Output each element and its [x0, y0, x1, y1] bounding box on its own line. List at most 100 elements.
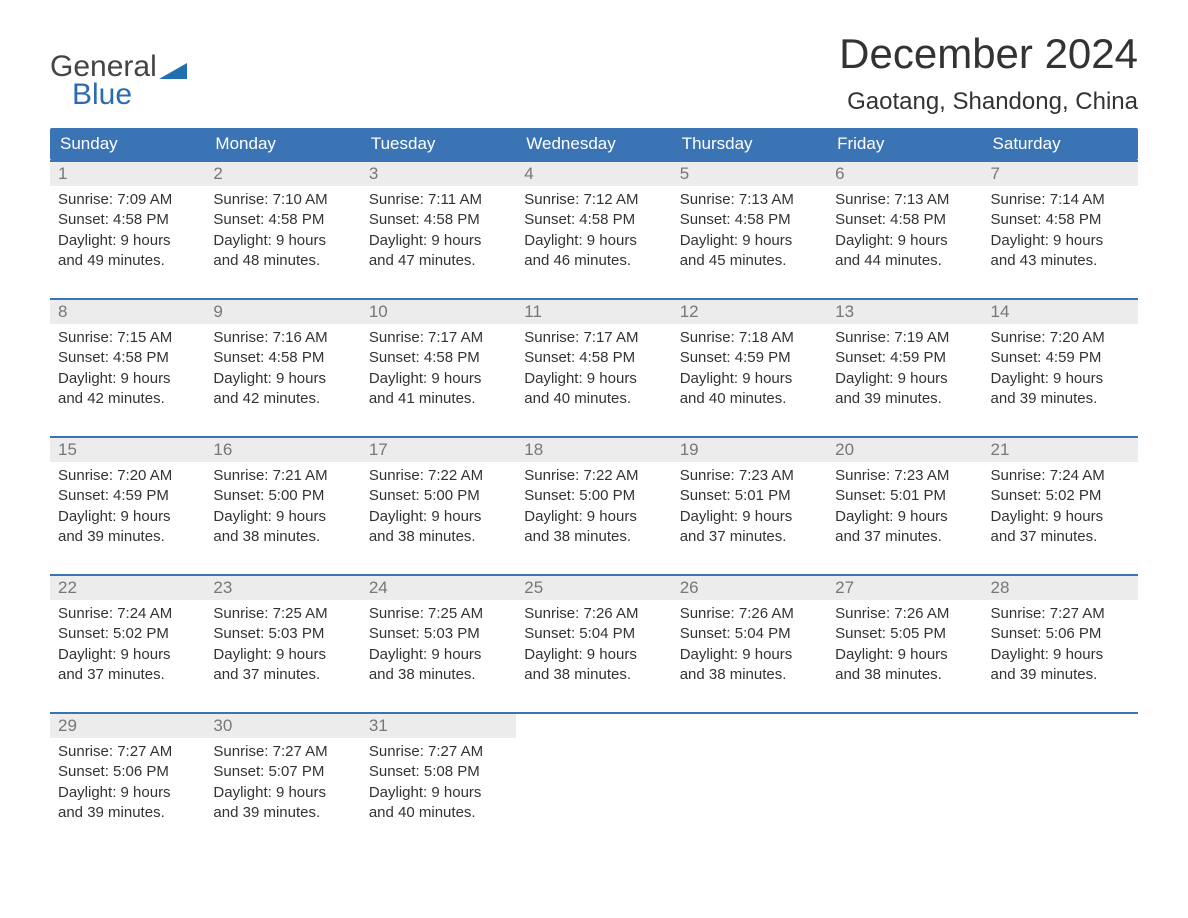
day-number: 28	[983, 576, 1138, 600]
weekday-wednesday: Wednesday	[516, 128, 671, 160]
day-number: 31	[361, 714, 516, 738]
day-number: 25	[516, 576, 671, 600]
logo-text-block: General Blue	[50, 50, 187, 112]
day-number: 7	[983, 162, 1138, 186]
weekday-saturday: Saturday	[983, 128, 1138, 160]
sunset-line: Sunset: 5:01 PM	[680, 486, 819, 506]
sunrise-line: Sunrise: 7:13 AM	[680, 190, 819, 210]
day-number: 16	[205, 438, 360, 462]
sunset-line: Sunset: 4:58 PM	[58, 210, 197, 230]
title-block: December 2024 Gaotang, Shandong, China	[839, 30, 1138, 116]
header: General Blue December 2024 Gaotang, Shan…	[50, 30, 1138, 116]
location: Gaotang, Shandong, China	[839, 88, 1138, 116]
daylight-line: Daylight: 9 hours and 38 minutes.	[835, 645, 974, 686]
day-cell: 28 Sunrise: 7:27 AMSunset: 5:06 PMDayligh…	[983, 576, 1138, 696]
day-cell: 9Sunrise: 7:16 AMSunset: 4:58 PMDaylight…	[205, 300, 360, 420]
weekday-sunday: Sunday	[50, 128, 205, 160]
sunrise-line: Sunrise: 7:27 AM	[213, 742, 352, 762]
daylight-line: Daylight: 9 hours and 39 minutes.	[213, 783, 352, 824]
sunset-line: Sunset: 4:58 PM	[213, 348, 352, 368]
sunset-line: Sunset: 5:06 PM	[991, 624, 1130, 644]
sunset-line: Sunset: 4:58 PM	[369, 210, 508, 230]
day-cell: 15Sunrise: 7:20 AMSunset: 4:59 PMDayligh…	[50, 438, 205, 558]
day-body: Sunrise: 7:20 AMSunset: 4:59 PMDaylight:…	[983, 324, 1138, 417]
day-cell: 13Sunrise: 7:19 AMSunset: 4:59 PMDayligh…	[827, 300, 982, 420]
day-body: Sunrise: 7:27 AMSunset: 5:08 PMDaylight:…	[361, 738, 516, 831]
sunrise-line: Sunrise: 7:23 AM	[835, 466, 974, 486]
day-number: 30	[205, 714, 360, 738]
day-cell: 7Sunrise: 7:14 AMSunset: 4:58 PMDaylight…	[983, 162, 1138, 282]
daylight-line: Daylight: 9 hours and 37 minutes.	[991, 507, 1130, 548]
day-cell: 20Sunrise: 7:23 AMSunset: 5:01 PMDayligh…	[827, 438, 982, 558]
day-number: 10	[361, 300, 516, 324]
day-body: Sunrise: 7:13 AMSunset: 4:58 PMDaylight:…	[672, 186, 827, 279]
day-cell: 11Sunrise: 7:17 AMSunset: 4:58 PMDayligh…	[516, 300, 671, 420]
day-number: 11	[516, 300, 671, 324]
daylight-line: Daylight: 9 hours and 39 minutes.	[835, 369, 974, 410]
sunrise-line: Sunrise: 7:27 AM	[991, 604, 1130, 624]
sunset-line: Sunset: 5:00 PM	[213, 486, 352, 506]
daylight-line: Daylight: 9 hours and 38 minutes.	[213, 507, 352, 548]
day-cell: 25Sunrise: 7:26 AMSunset: 5:04 PMDayligh…	[516, 576, 671, 696]
day-number: 14	[983, 300, 1138, 324]
sunrise-line: Sunrise: 7:15 AM	[58, 328, 197, 348]
daylight-line: Daylight: 9 hours and 42 minutes.	[58, 369, 197, 410]
day-cell: 23Sunrise: 7:25 AMSunset: 5:03 PMDayligh…	[205, 576, 360, 696]
sunrise-line: Sunrise: 7:22 AM	[524, 466, 663, 486]
sunset-line: Sunset: 4:59 PM	[58, 486, 197, 506]
day-body: Sunrise: 7:18 AMSunset: 4:59 PMDaylight:…	[672, 324, 827, 417]
weekday-header-row: SundayMondayTuesdayWednesdayThursdayFrid…	[50, 128, 1138, 160]
sunrise-line: Sunrise: 7:20 AM	[991, 328, 1130, 348]
weeks-container: 1Sunrise: 7:09 AMSunset: 4:58 PMDaylight…	[50, 160, 1138, 834]
day-body: Sunrise: 7:17 AMSunset: 4:58 PMDaylight:…	[516, 324, 671, 417]
daylight-line: Daylight: 9 hours and 44 minutes.	[835, 231, 974, 272]
month-title: December 2024	[839, 30, 1138, 78]
sunrise-line: Sunrise: 7:17 AM	[524, 328, 663, 348]
day-number: 17	[361, 438, 516, 462]
day-body: Sunrise: 7:20 AMSunset: 4:59 PMDaylight:…	[50, 462, 205, 555]
daylight-line: Daylight: 9 hours and 38 minutes.	[369, 507, 508, 548]
day-body: Sunrise: 7:27 AMSunset: 5:06 PMDaylight:…	[50, 738, 205, 831]
sunrise-line: Sunrise: 7:09 AM	[58, 190, 197, 210]
sunrise-line: Sunrise: 7:26 AM	[680, 604, 819, 624]
day-number: 20	[827, 438, 982, 462]
flag-icon	[159, 57, 187, 84]
daylight-line: Daylight: 9 hours and 39 minutes.	[991, 645, 1130, 686]
daylight-line: Daylight: 9 hours and 39 minutes.	[58, 507, 197, 548]
sunset-line: Sunset: 5:02 PM	[991, 486, 1130, 506]
daylight-line: Daylight: 9 hours and 37 minutes.	[58, 645, 197, 686]
day-number: 26	[672, 576, 827, 600]
sunrise-line: Sunrise: 7:25 AM	[369, 604, 508, 624]
day-body: Sunrise: 7:26 AMSunset: 5:05 PMDaylight:…	[827, 600, 982, 693]
day-body: Sunrise: 7:21 AMSunset: 5:00 PMDaylight:…	[205, 462, 360, 555]
sunset-line: Sunset: 5:03 PM	[213, 624, 352, 644]
day-cell: 29Sunrise: 7:27 AMSunset: 5:06 PMDayligh…	[50, 714, 205, 834]
sunset-line: Sunset: 4:58 PM	[369, 348, 508, 368]
sunrise-line: Sunrise: 7:20 AM	[58, 466, 197, 486]
daylight-line: Daylight: 9 hours and 37 minutes.	[835, 507, 974, 548]
day-body: Sunrise: 7:16 AMSunset: 4:58 PMDaylight:…	[205, 324, 360, 417]
daylight-line: Daylight: 9 hours and 45 minutes.	[680, 231, 819, 272]
day-number: 29	[50, 714, 205, 738]
day-number: 24	[361, 576, 516, 600]
sunset-line: Sunset: 4:59 PM	[835, 348, 974, 368]
day-number: 2	[205, 162, 360, 186]
sunrise-line: Sunrise: 7:26 AM	[835, 604, 974, 624]
daylight-line: Daylight: 9 hours and 47 minutes.	[369, 231, 508, 272]
day-body: Sunrise: 7:11 AMSunset: 4:58 PMDaylight:…	[361, 186, 516, 279]
week-row: 22Sunrise: 7:24 AMSunset: 5:02 PMDayligh…	[50, 574, 1138, 696]
day-number: 3	[361, 162, 516, 186]
sunset-line: Sunset: 5:04 PM	[680, 624, 819, 644]
weekday-tuesday: Tuesday	[361, 128, 516, 160]
sunrise-line: Sunrise: 7:16 AM	[213, 328, 352, 348]
sunset-line: Sunset: 4:59 PM	[680, 348, 819, 368]
day-body: Sunrise: 7:25 AMSunset: 5:03 PMDaylight:…	[205, 600, 360, 693]
sunset-line: Sunset: 4:58 PM	[991, 210, 1130, 230]
sunrise-line: Sunrise: 7:18 AM	[680, 328, 819, 348]
calendar: SundayMondayTuesdayWednesdayThursdayFrid…	[50, 128, 1138, 834]
day-body: Sunrise: 7:09 AMSunset: 4:58 PMDaylight:…	[50, 186, 205, 279]
weekday-thursday: Thursday	[672, 128, 827, 160]
day-cell: 8Sunrise: 7:15 AMSunset: 4:58 PMDaylight…	[50, 300, 205, 420]
day-cell: 31Sunrise: 7:27 AMSunset: 5:08 PMDayligh…	[361, 714, 516, 834]
sunrise-line: Sunrise: 7:14 AM	[991, 190, 1130, 210]
